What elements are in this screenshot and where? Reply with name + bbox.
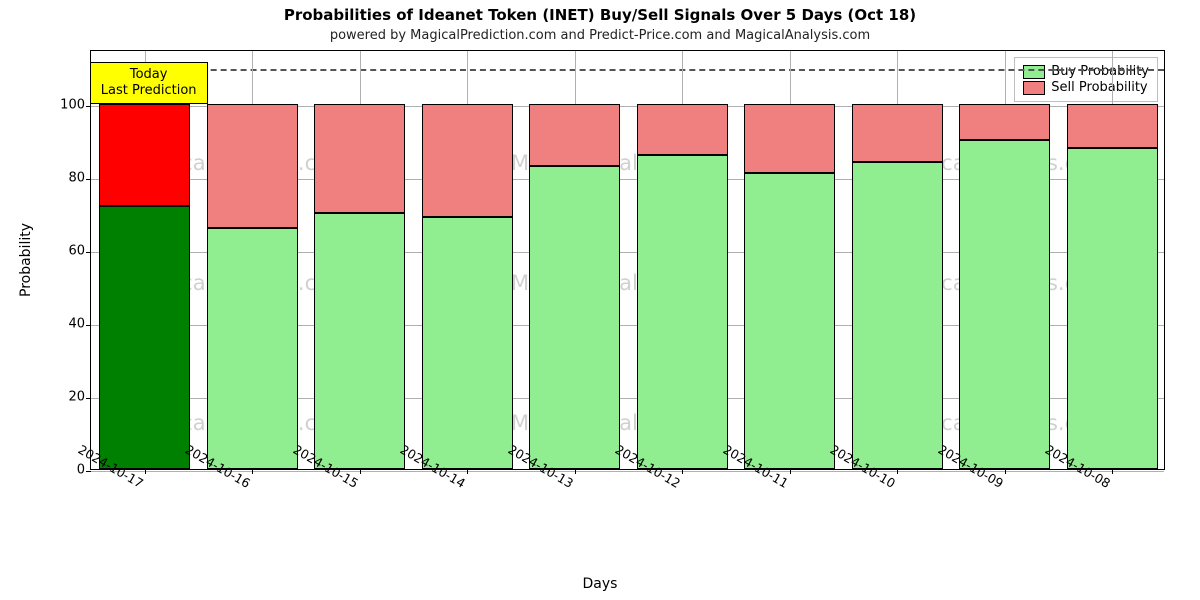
bar-group	[852, 104, 943, 469]
xtick-mark	[897, 469, 898, 474]
bar-buy	[637, 155, 728, 469]
legend-swatch-buy	[1023, 65, 1045, 79]
legend-label-sell: Sell Probability	[1051, 80, 1147, 95]
ytick-mark	[86, 471, 91, 472]
y-axis-label: Probability	[18, 223, 34, 297]
bar-sell	[314, 104, 405, 214]
bar-buy	[529, 166, 620, 469]
chart-title: Probabilities of Ideanet Token (INET) Bu…	[0, 6, 1200, 24]
bar-buy	[422, 217, 513, 469]
xtick-mark	[1112, 469, 1113, 474]
bar-buy	[852, 162, 943, 469]
chart-container: Probabilities of Ideanet Token (INET) Bu…	[0, 0, 1200, 600]
bar-sell	[207, 104, 298, 228]
bar-buy	[99, 206, 190, 469]
xtick-mark	[252, 469, 253, 474]
xtick-mark	[790, 469, 791, 474]
ytick-mark	[86, 252, 91, 253]
xtick-mark	[1005, 469, 1006, 474]
bar-buy	[959, 140, 1050, 469]
xtick-mark	[145, 469, 146, 474]
annotation-line1: Today	[101, 67, 197, 83]
legend-label-buy: Buy Probability	[1051, 64, 1149, 79]
annotation-line2: Last Prediction	[101, 83, 197, 99]
bar-group	[314, 104, 405, 469]
plot-area: MagicalAnalysis.com MagicalAnalysis.com …	[90, 50, 1165, 470]
ytick-label: 80	[45, 170, 85, 185]
bar-group	[1067, 104, 1158, 469]
ytick-label: 20	[45, 389, 85, 404]
legend: Buy Probability Sell Probability	[1014, 57, 1158, 102]
bar-group	[959, 104, 1050, 469]
bar-group	[207, 104, 298, 469]
ytick-mark	[86, 106, 91, 107]
ytick-mark	[86, 325, 91, 326]
bar-group	[422, 104, 513, 469]
x-axis-label: Days	[0, 576, 1200, 592]
bar-group	[744, 104, 835, 469]
ytick-mark	[86, 398, 91, 399]
legend-item-sell: Sell Probability	[1023, 80, 1149, 95]
bar-sell	[1067, 104, 1158, 148]
bar-group	[637, 104, 728, 469]
bar-buy	[314, 213, 405, 469]
ytick-label: 100	[45, 97, 85, 112]
bar-group	[529, 104, 620, 469]
xtick-mark	[467, 469, 468, 474]
ytick-label: 40	[45, 316, 85, 331]
bar-buy	[1067, 148, 1158, 469]
bar-sell	[99, 104, 190, 206]
bar-group	[99, 104, 190, 469]
bar-sell	[637, 104, 728, 155]
ytick-label: 0	[45, 463, 85, 478]
bar-sell	[422, 104, 513, 217]
bar-sell	[744, 104, 835, 173]
xtick-mark	[575, 469, 576, 474]
legend-swatch-sell	[1023, 81, 1045, 95]
xtick-mark	[360, 469, 361, 474]
today-annotation: TodayLast Prediction	[90, 62, 208, 105]
ytick-mark	[86, 179, 91, 180]
chart-subtitle: powered by MagicalPrediction.com and Pre…	[0, 28, 1200, 43]
bar-buy	[744, 173, 835, 469]
legend-item-buy: Buy Probability	[1023, 64, 1149, 79]
ytick-label: 60	[45, 243, 85, 258]
bar-sell	[852, 104, 943, 162]
bar-sell	[529, 104, 620, 166]
xtick-mark	[682, 469, 683, 474]
bar-sell	[959, 104, 1050, 141]
